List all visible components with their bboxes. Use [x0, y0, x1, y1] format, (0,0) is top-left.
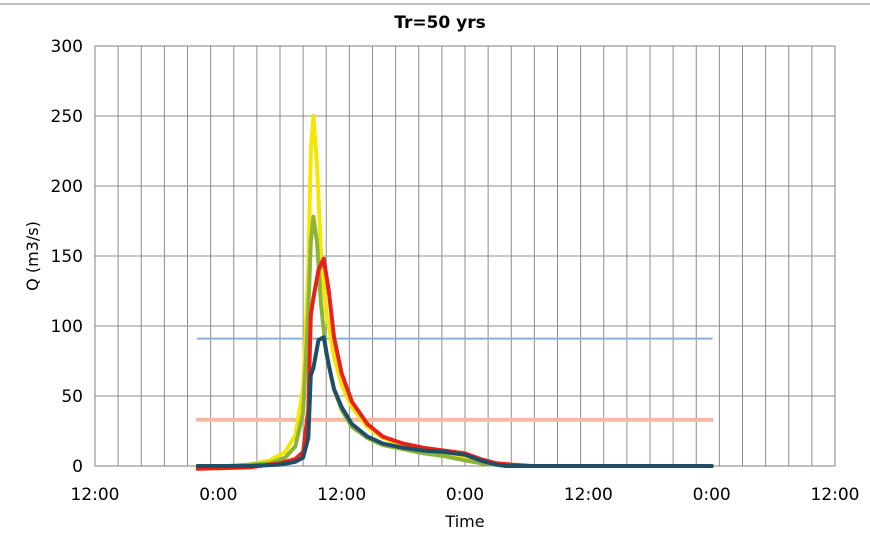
y-tick-label: 50 [61, 387, 83, 407]
y-axis-ticks: 0 50 100 150 200 250 300 [51, 37, 83, 477]
y-tick-label: 200 [51, 177, 83, 197]
x-tick-label: 0:00 [446, 485, 484, 505]
x-axis-title: Time [444, 512, 484, 531]
x-tick-label: 0:00 [199, 485, 237, 505]
series-line-2 [195, 214, 714, 468]
y-tick-label: 250 [51, 107, 83, 127]
x-axis-ticks: 12:00 0:00 12:00 0:00 12:00 0:00 12:00 [71, 485, 860, 505]
x-tick-label: 12:00 [317, 485, 366, 505]
series-line-4 [195, 335, 714, 468]
chart-title: Tr=50 yrs [394, 13, 486, 33]
y-tick-label: 150 [51, 247, 83, 267]
plot-area [94, 45, 836, 467]
y-axis-title: Q (m3/s) [23, 221, 42, 291]
x-tick-label: 12:00 [811, 485, 860, 505]
y-tick-label: 100 [51, 317, 83, 337]
x-tick-label: 0:00 [693, 485, 731, 505]
series-line-1 [195, 114, 714, 468]
x-tick-label: 12:00 [564, 485, 613, 505]
series-layer [195, 114, 714, 471]
y-tick-label: 300 [51, 37, 83, 57]
grid [95, 46, 835, 466]
y-tick-label: 0 [72, 457, 83, 477]
series-line-3 [195, 256, 714, 471]
x-tick-label: 12:00 [71, 485, 120, 505]
